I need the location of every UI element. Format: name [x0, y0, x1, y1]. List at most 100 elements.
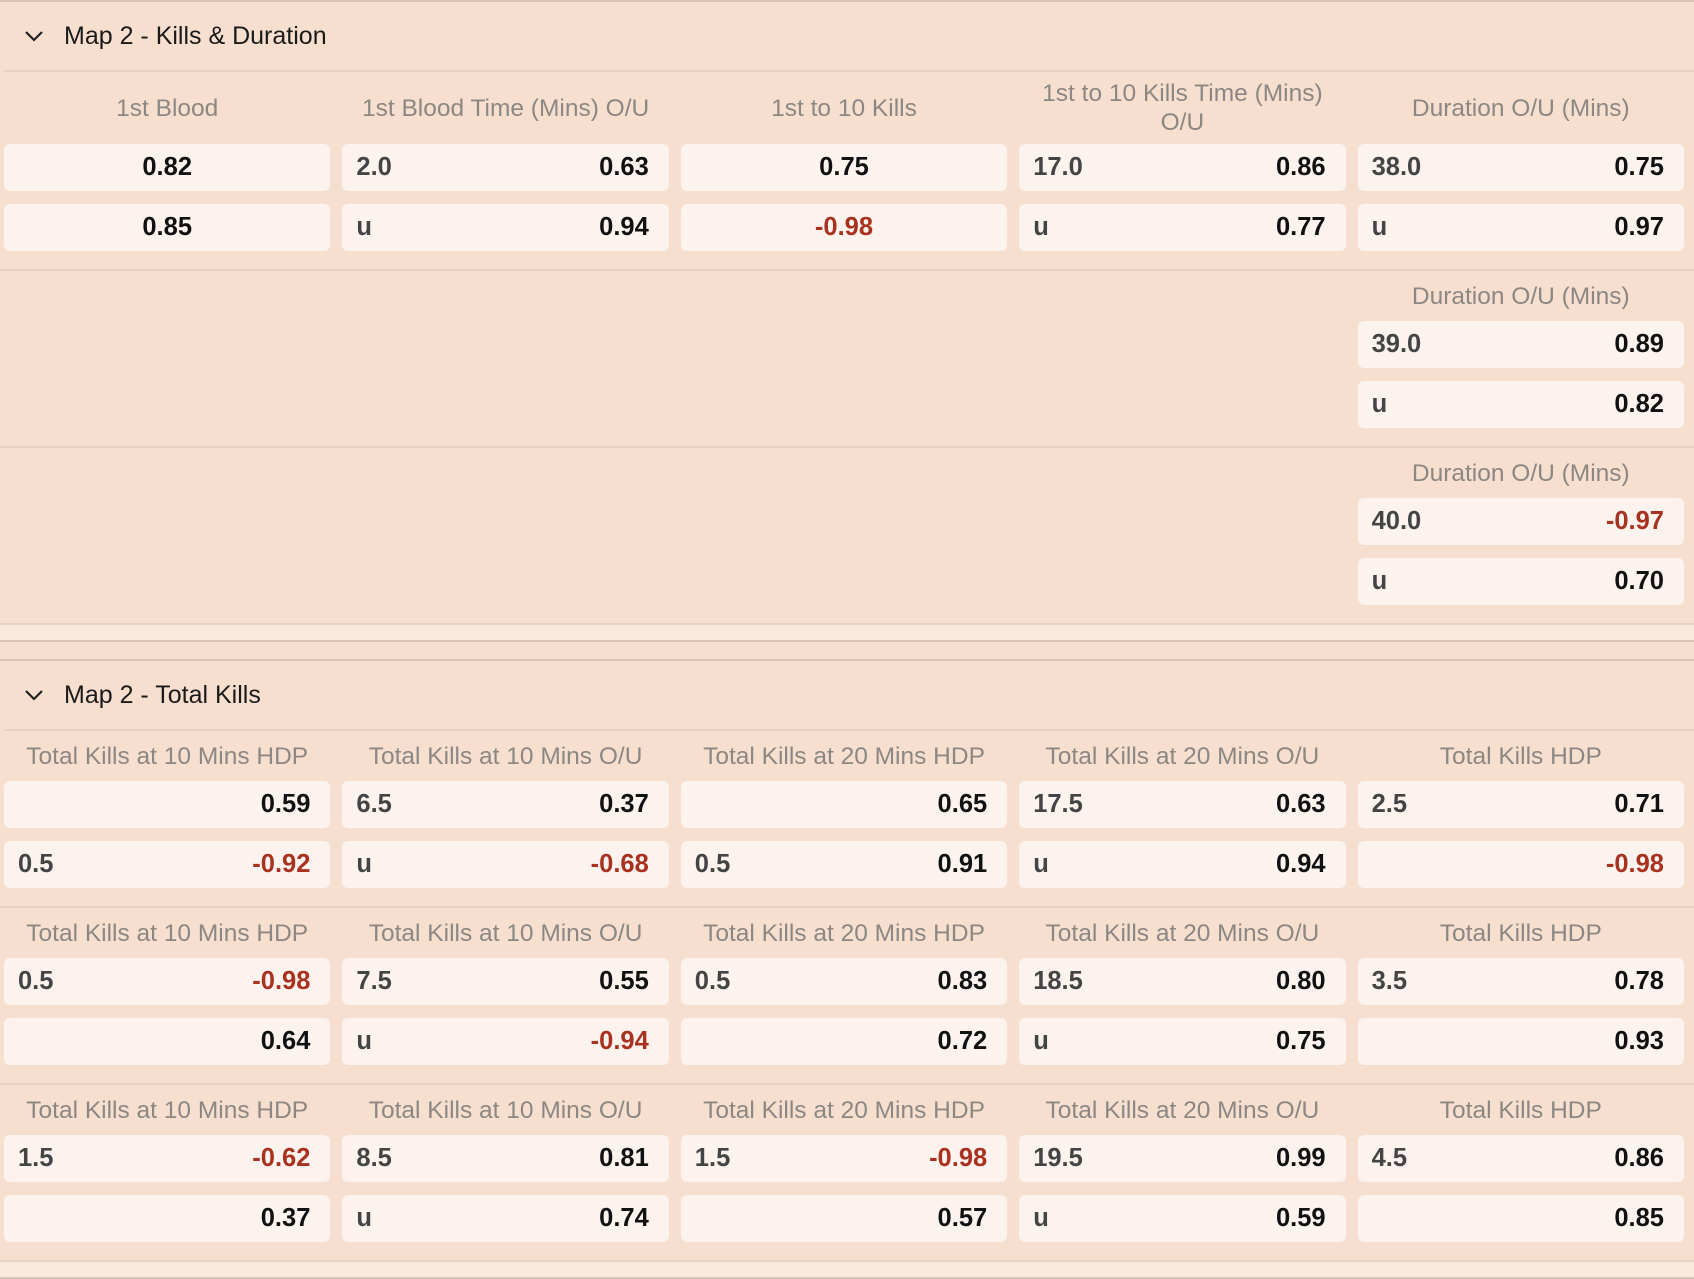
odds-value: 0.78 — [1614, 967, 1664, 995]
market-column: Total Kills at 10 Mins HDP 1.5 -0.62 0.37 — [4, 1085, 331, 1242]
section-header[interactable]: Map 2 - Kills & Duration — [4, 2, 1694, 72]
odds-button[interactable]: 0.82 — [4, 144, 331, 191]
odds-button[interactable]: 0.93 — [1357, 1018, 1684, 1065]
odds-button[interactable]: u 0.70 — [1357, 558, 1684, 605]
chevron-down-icon[interactable] — [4, 30, 64, 42]
odds-button[interactable]: 0.85 — [4, 204, 331, 251]
odds-value: 0.37 — [260, 1204, 311, 1232]
odds-button[interactable]: u 0.74 — [342, 1195, 669, 1242]
odds-button[interactable]: 1.5 -0.62 — [4, 1135, 331, 1182]
odds-button[interactable]: 0.85 — [1357, 1195, 1684, 1242]
odds-value: 0.77 — [1275, 213, 1326, 241]
odds-value: 0.99 — [1275, 1144, 1326, 1172]
odds-value: -0.98 — [252, 967, 311, 995]
odds-button[interactable]: u 0.97 — [1357, 204, 1684, 251]
odds-button[interactable]: 39.0 0.89 — [1357, 321, 1684, 368]
odds-button[interactable]: 0.57 — [680, 1195, 1008, 1242]
odds-button[interactable]: 0.75 — [680, 144, 1008, 191]
odds-button[interactable]: 40.0 -0.97 — [1357, 498, 1684, 545]
line-value: u — [1033, 850, 1049, 878]
market-header: Total Kills at 20 Mins HDP — [703, 1096, 985, 1124]
line-value: 2.5 — [1371, 790, 1408, 818]
odds-button[interactable]: u 0.94 — [1019, 841, 1346, 888]
odds-button[interactable]: 0.59 — [4, 781, 331, 828]
odds-value: -0.94 — [590, 1027, 649, 1055]
line-value: 6.5 — [356, 790, 392, 818]
odds-button[interactable]: 1.5 -0.98 — [680, 1135, 1008, 1182]
odds-button[interactable]: 6.5 0.37 — [342, 781, 669, 828]
odds-button[interactable]: 0.5 -0.92 — [4, 841, 331, 888]
market-group: Total Kills at 10 Mins HDP 1.5 -0.62 0.37 To… — [0, 1085, 1694, 1262]
odds-button[interactable]: u 0.94 — [342, 204, 669, 251]
odds-button[interactable]: 17.0 0.86 — [1019, 144, 1346, 191]
odds-value: 0.63 — [1275, 790, 1326, 818]
odds-button[interactable]: 7.5 0.55 — [342, 958, 669, 1005]
section-title: Map 2 - Total Kills — [64, 680, 261, 709]
odds-button[interactable]: u -0.94 — [342, 1018, 669, 1065]
odds-button[interactable]: -0.98 — [1357, 841, 1684, 888]
market-header: Duration O/U (Mins) — [1411, 459, 1630, 487]
market-column: Duration O/U (Mins) 40.0 -0.97 u 0.70 — [1357, 448, 1684, 605]
odds-button[interactable]: 0.64 — [4, 1018, 331, 1065]
odds-button[interactable]: 2.0 0.63 — [342, 144, 669, 191]
market-column: Total Kills at 10 Mins O/U 6.5 0.37 u -0.68 — [342, 731, 669, 888]
odds-value: -0.68 — [590, 850, 649, 878]
market-column: Total Kills at 20 Mins HDP 0.5 0.83 0.72 — [680, 908, 1008, 1065]
odds-value: 0.89 — [1614, 330, 1664, 358]
chevron-down-icon[interactable] — [4, 689, 64, 701]
odds-button[interactable]: 3.5 0.78 — [1357, 958, 1684, 1005]
line-value: u — [356, 1027, 372, 1055]
market-header: Total Kills at 20 Mins HDP — [703, 919, 985, 947]
odds-value: 0.63 — [599, 153, 649, 181]
odds-button[interactable]: 2.5 0.71 — [1357, 781, 1684, 828]
odds-button[interactable]: 0.72 — [680, 1018, 1008, 1065]
line-value: 38.0 — [1371, 153, 1422, 181]
market-column: Total Kills at 20 Mins O/U 17.5 0.63 u 0.94 — [1019, 731, 1346, 888]
odds-button[interactable]: u 0.82 — [1357, 381, 1684, 428]
section-divider — [0, 1262, 1694, 1279]
market-header: Total Kills at 20 Mins O/U — [1045, 919, 1320, 947]
market-section: Map 2 - Kills & Duration 1st Blood 0.82 0.8… — [0, 0, 1694, 642]
odds-button[interactable]: u 0.75 — [1019, 1018, 1346, 1065]
odds-button[interactable]: 38.0 0.75 — [1357, 144, 1684, 191]
odds-button[interactable]: u -0.68 — [342, 841, 669, 888]
line-value: 40.0 — [1371, 507, 1422, 535]
line-value: 3.5 — [1371, 967, 1408, 995]
odds-value: 0.75 — [1275, 1027, 1326, 1055]
odds-value: 0.85 — [1614, 1204, 1664, 1232]
market-column — [1019, 448, 1345, 605]
line-value: u — [1371, 390, 1388, 418]
odds-button[interactable]: 8.5 0.81 — [342, 1135, 669, 1182]
line-value: 0.5 — [694, 967, 731, 995]
market-column: 1st Blood 0.82 0.85 — [4, 72, 331, 251]
odds-button[interactable]: 17.5 0.63 — [1019, 781, 1346, 828]
market-header: Total Kills at 20 Mins HDP — [703, 742, 985, 770]
market-header: Total Kills at 10 Mins O/U — [368, 742, 643, 770]
odds-button[interactable]: u 0.59 — [1019, 1195, 1346, 1242]
odds-value: 0.94 — [599, 213, 649, 241]
section-header[interactable]: Map 2 - Total Kills — [4, 661, 1694, 731]
market-column: Total Kills at 10 Mins HDP 0.59 0.5 -0.92 — [4, 731, 331, 888]
odds-button[interactable]: -0.98 — [680, 204, 1008, 251]
market-header: Duration O/U (Mins) — [1411, 94, 1630, 122]
odds-value: 0.97 — [1614, 213, 1664, 241]
odds-button[interactable]: 19.5 0.99 — [1019, 1135, 1346, 1182]
odds-button[interactable]: 4.5 0.86 — [1357, 1135, 1684, 1182]
section-divider — [0, 625, 1694, 642]
market-column — [4, 448, 330, 605]
odds-button[interactable]: 0.5 0.91 — [680, 841, 1008, 888]
market-column: Total Kills at 20 Mins HDP 0.65 0.5 0.91 — [680, 731, 1008, 888]
line-value: 1.5 — [694, 1144, 731, 1172]
market-column — [681, 448, 1007, 605]
odds-value: 0.65 — [937, 790, 988, 818]
odds-button[interactable]: 18.5 0.80 — [1019, 958, 1346, 1005]
odds-button[interactable]: 0.65 — [680, 781, 1008, 828]
odds-button[interactable]: u 0.77 — [1019, 204, 1346, 251]
market-header: Duration O/U (Mins) — [1411, 282, 1630, 310]
odds-button[interactable]: 0.37 — [4, 1195, 331, 1242]
market-header: Total Kills HDP — [1439, 919, 1602, 947]
odds-button[interactable]: 0.5 0.83 — [680, 958, 1008, 1005]
odds-button[interactable]: 0.5 -0.98 — [4, 958, 331, 1005]
line-value: 8.5 — [356, 1144, 392, 1172]
market-column: 1st to 10 Kills 0.75 -0.98 — [680, 72, 1008, 251]
